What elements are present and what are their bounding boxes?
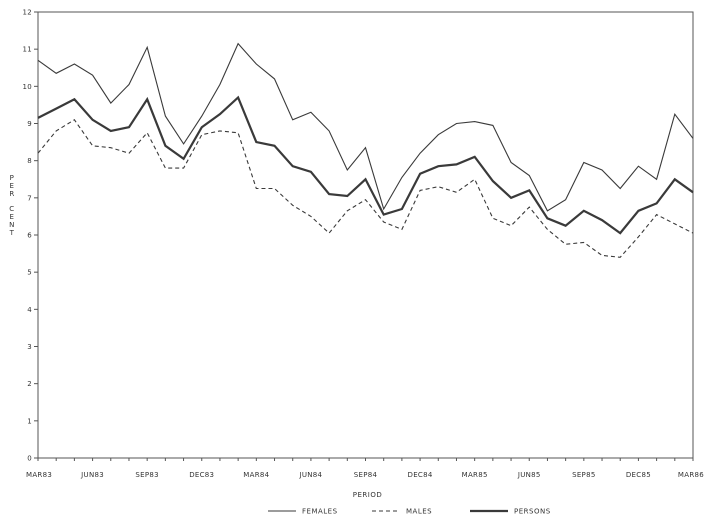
- x-tick-label: SEP85: [572, 471, 596, 479]
- x-tick-label: DEC85: [626, 471, 651, 479]
- x-tick-label: JUN84: [298, 471, 322, 479]
- x-tick-label: MAR83: [26, 471, 52, 479]
- y-tick-label: 2: [27, 380, 32, 388]
- y-tick-label: 7: [27, 194, 32, 202]
- x-tick-label: DEC83: [189, 471, 214, 479]
- legend-label-persons: PERSONS: [514, 508, 551, 516]
- y-tick-label: 10: [22, 83, 32, 91]
- x-tick-label: JUN83: [80, 471, 104, 479]
- legend-label-males: MALES: [406, 508, 432, 516]
- legend: FEMALES MALES PERSONS: [268, 508, 551, 516]
- x-tick-label: MAR84: [243, 471, 269, 479]
- y-tick-label: 8: [27, 157, 32, 165]
- x-axis: MAR83 JUN83 SEP83 DEC83 MAR84 JUN84 SEP84 DEC84…: [26, 458, 704, 479]
- y-tick-label: 3: [27, 343, 32, 351]
- plot-frame: [37, 11, 694, 459]
- x-tick-label: SEP84: [354, 471, 378, 479]
- y-tick-label: 12: [22, 9, 32, 17]
- series-lines: [37, 42, 694, 258]
- y-tick-label: 0: [27, 455, 32, 463]
- x-tick-label: DEC84: [408, 471, 433, 479]
- x-axis-title: PERIOD: [353, 491, 382, 499]
- x-tick-label: MAR85: [462, 471, 488, 479]
- x-tick-label: SEP83: [135, 471, 159, 479]
- series-persons: [37, 95, 694, 235]
- x-tick-label: JUN85: [517, 471, 541, 479]
- x-tick-label: MAR86: [678, 471, 704, 479]
- y-tick-label: 5: [27, 269, 32, 277]
- series-males: [37, 119, 694, 258]
- plot-border: [37, 11, 694, 459]
- y-tick-label: 1: [27, 417, 32, 425]
- legend-label-females: FEMALES: [302, 508, 338, 516]
- y-tick-label: 11: [22, 46, 32, 54]
- y-tick-label: 4: [27, 306, 32, 314]
- y-tick-label: 9: [27, 120, 32, 128]
- y-tick-label: 6: [27, 232, 32, 240]
- series-females: [37, 42, 694, 212]
